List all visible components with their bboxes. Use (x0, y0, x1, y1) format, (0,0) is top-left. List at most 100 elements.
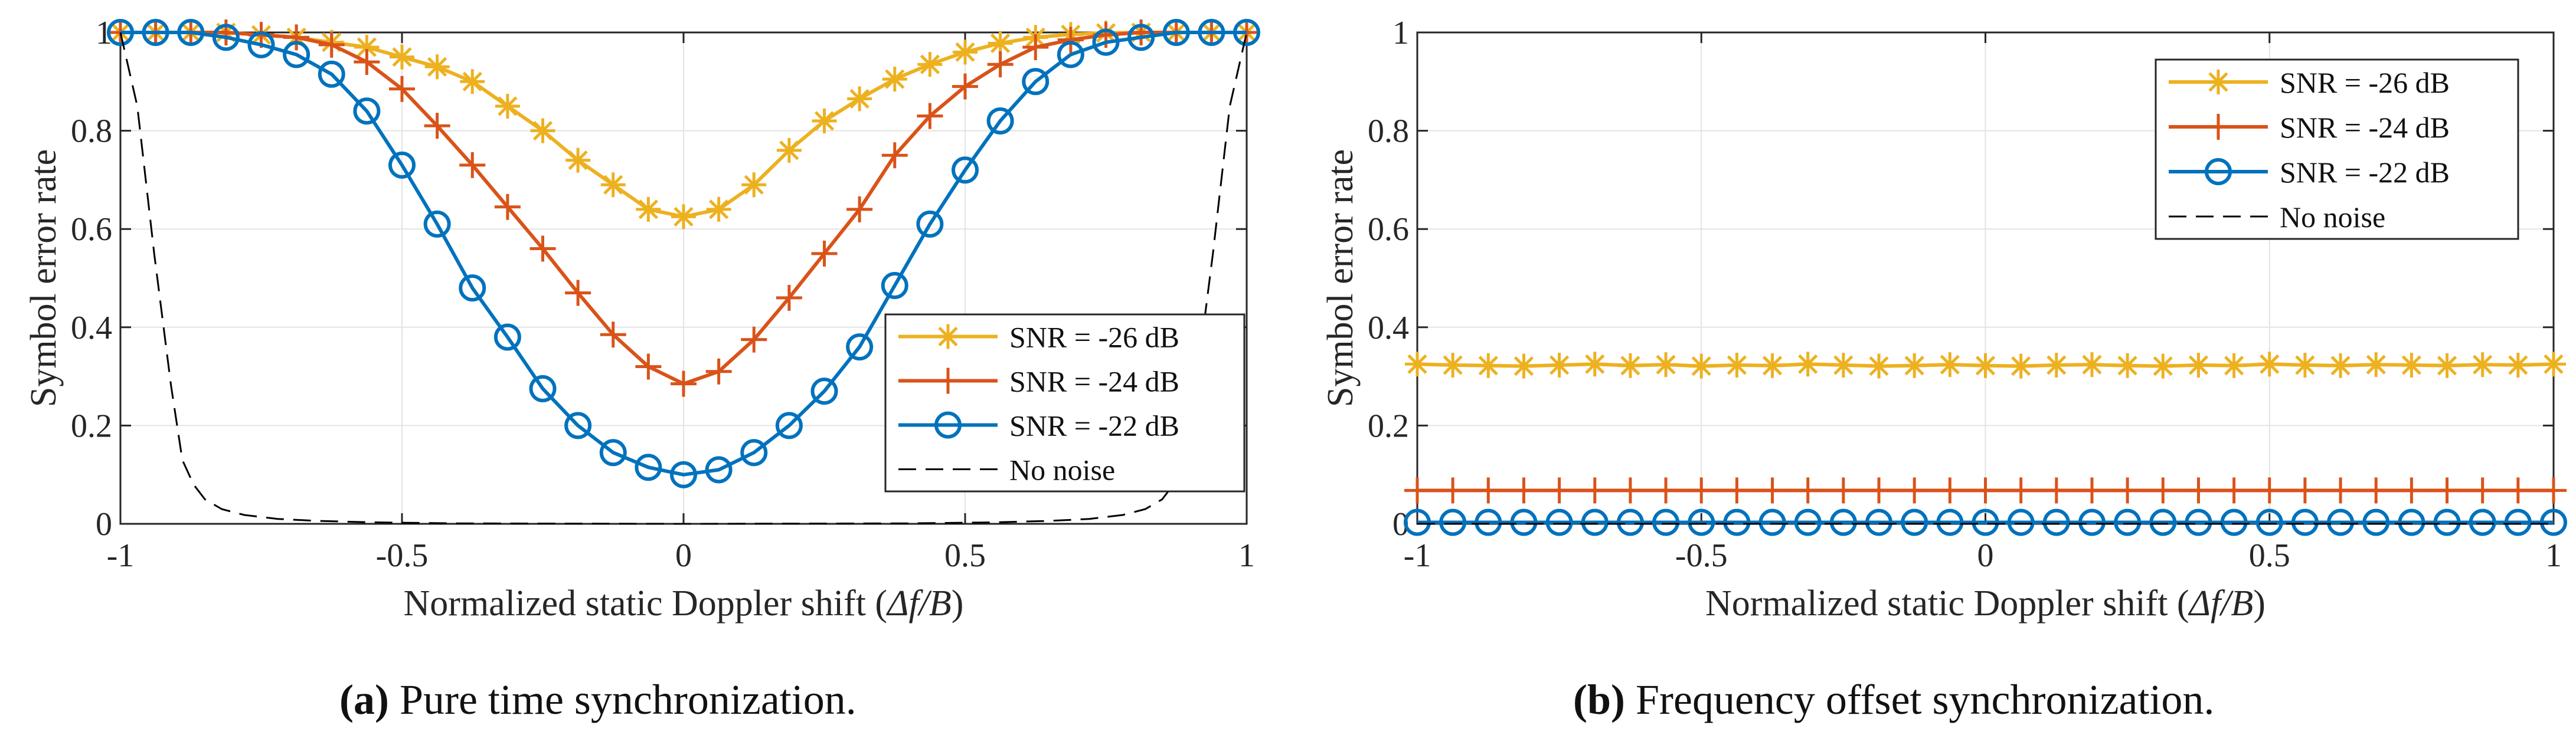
panel-b-data-point (1689, 353, 1714, 379)
panel-b-data-point (1723, 508, 1751, 536)
panel-b-data-point (2505, 477, 2531, 504)
panel-a-legend-marker (936, 324, 960, 349)
panel-a-legend: SNR = -26 dB SNR = -24 dB SNR = -22 dB No n… (884, 313, 1245, 493)
panel-b-data-point (2327, 477, 2354, 504)
caption-b-tag: (b) (1573, 676, 1625, 723)
panel-a-legend-label: SNR = -26 dB (1009, 321, 1179, 354)
panel-b-data-point (2257, 352, 2282, 377)
panel-b-xtick-label: 1 (2545, 537, 2562, 574)
panel-a-data-point (776, 137, 802, 163)
panel-b-data-point (1724, 352, 1750, 378)
panel-b-data-point (2399, 352, 2424, 378)
panel-a-data-point (671, 204, 696, 229)
panel-b-data-point (2008, 353, 2034, 379)
panel-a-ytick-label: 0.6 (71, 211, 112, 248)
panel-a-data-point (776, 284, 802, 311)
panel-a-data-point (390, 44, 414, 70)
panel-a-series-2 (107, 19, 1260, 488)
panel-a-ytick-label: 0.2 (71, 408, 112, 444)
panel-b-data-point (2186, 352, 2211, 378)
panel-a-legend-label: SNR = -22 dB (1009, 409, 1179, 442)
panel-a-data-point (1127, 24, 1155, 51)
panel-b-xtick-label: 0.5 (2249, 537, 2290, 574)
panel-b-data-point (2363, 352, 2389, 378)
panel-b-ylabel: Symbol error rate (1320, 149, 1361, 407)
panel-b-data-point (2150, 353, 2176, 379)
panel-b-data-point (1545, 508, 1573, 536)
panel-b-legend-box (2155, 58, 2519, 240)
panel-a-data-point (142, 19, 169, 46)
panel-b-data-point (2434, 353, 2460, 378)
panel-b-data-point (1902, 353, 1927, 378)
panel-a-data-point (916, 210, 944, 238)
panel-a-data-point (881, 142, 908, 169)
panel-a-data-point (283, 24, 310, 51)
panel-a-data-point (424, 54, 450, 80)
panel-b-ytick-label: 0.4 (1368, 310, 1409, 346)
panel-b-data-point (2291, 508, 2319, 536)
panel-a-data-point (460, 69, 485, 94)
panel-a-data-point (565, 147, 591, 173)
panel-b-data-point (1405, 352, 1430, 377)
panel-b-ytick-label: 1 (1392, 15, 1409, 51)
panel-b-data-point (2505, 352, 2531, 378)
panel-a-data-point (952, 73, 978, 100)
panel-b-data-point (2256, 477, 2283, 504)
panel-b-xtick-label: -1 (1404, 537, 1431, 574)
panel-a-ytick-label: 0.8 (71, 113, 112, 150)
panel-a-data-point (952, 156, 979, 184)
panel-b-data-point (1794, 477, 1821, 504)
panel-b-data-point (1652, 508, 1680, 536)
panel-b-data-point (2328, 353, 2353, 378)
panel-b-series-1 (1404, 477, 2567, 504)
panel-b-data-point (2398, 477, 2425, 504)
panel-a-data-point (775, 412, 803, 439)
panel-b-data-point (2541, 477, 2567, 504)
panel-b-data-point (2043, 477, 2070, 504)
panel-b-data-point (1794, 508, 1822, 536)
panel-a-data-point (1057, 41, 1084, 68)
panel-b-data-point (2044, 352, 2069, 378)
panel-b-data-point (1582, 352, 1607, 377)
panel-b-data-point (1724, 477, 1750, 504)
panel-a-data-point (847, 86, 872, 111)
panel-b-data-point (1510, 508, 1538, 536)
panel-b-xlabel: Normalized static Doppler shift (Δf/B) (1705, 583, 2266, 624)
panel-a-xtick-label: -0.5 (376, 537, 429, 574)
panel-a-legend-marker (934, 411, 962, 439)
panel-b-data-point (2007, 508, 2035, 536)
panel-a-data-point (388, 151, 416, 179)
panel-a-data-point (846, 333, 874, 361)
panel-b-data-point (1688, 477, 1715, 504)
panel-b-data-point (2434, 477, 2460, 504)
panel-a-data-point (495, 93, 520, 119)
caption-b-text: Frequency offset synchronization. (1625, 676, 2215, 723)
panel-b-data-point (1830, 352, 1856, 378)
panel-b-series-2 (1404, 508, 2567, 536)
panel-b-legend-label: No noise (2280, 201, 2385, 234)
panel-a-data-point (1022, 68, 1050, 96)
panel-b-data-point (2185, 508, 2212, 536)
panel-a-data-point (1233, 19, 1260, 46)
panel-b-data-point (1936, 508, 1964, 536)
panel-a-data-point (318, 60, 345, 88)
panel-a-data-point (917, 103, 943, 129)
panel-a-data-point (107, 19, 134, 46)
panel-b-xtick-label: 0 (1977, 537, 1994, 574)
panel-b-data-point (2008, 477, 2034, 504)
panel-b-data-point (1758, 508, 1786, 536)
panel-b-data-point (1616, 508, 1644, 536)
panel-b-data-point (1937, 352, 1963, 378)
panel-b-data-point (2149, 508, 2177, 536)
panel-b-data-point (1476, 353, 1501, 378)
panel-b-data-point (2469, 477, 2496, 504)
panel-b-data-point (1972, 477, 1999, 504)
panel-a-data-point (283, 41, 310, 68)
panel-b-data-point (1973, 353, 1998, 378)
caption-a-text: Pure time synchronization. (388, 676, 857, 723)
panel-a-data-point (988, 31, 1013, 56)
panel-b-data-point (2042, 508, 2070, 536)
panel-a-data-point (636, 196, 661, 222)
panel-b-data-point (2541, 352, 2566, 377)
panel-b-data-point (2221, 477, 2247, 504)
